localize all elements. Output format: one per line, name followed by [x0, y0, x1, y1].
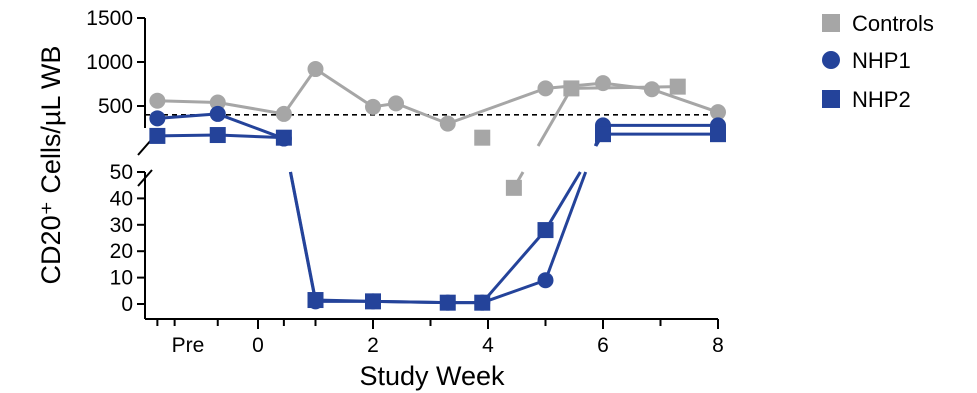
data-point-nhp1: [209, 105, 226, 122]
y-axis-title: CD20⁺ Cells/µL WB: [36, 46, 66, 285]
legend-marker-controls: [822, 14, 840, 32]
x-axis-title: Study Week: [359, 361, 505, 391]
legend-label-controls: Controls: [852, 11, 934, 36]
legend-label-nhp2: NHP2: [852, 87, 911, 112]
series-line-nhp2: [217, 133, 284, 140]
series-line-nhp2: [315, 298, 374, 303]
data-point-nhp2: [149, 127, 166, 144]
series-line-nhp1: [217, 112, 285, 140]
y-tick-label: 50: [110, 161, 133, 184]
data-point-nhp1: [149, 110, 166, 127]
axis-break-mark-lower: [137, 169, 153, 187]
data-point-controls: [149, 92, 166, 109]
legend-marker-nhp1: [822, 51, 840, 69]
data-point-controls: [275, 105, 292, 122]
series-line-nhp2: [544, 171, 582, 231]
data-point-nhp2: [439, 294, 456, 311]
legend-marker-nhp2: [822, 90, 840, 108]
data-point-controls: [307, 61, 324, 78]
data-point-nhp2: [710, 126, 726, 143]
y-tick-label: 0: [121, 293, 133, 316]
series-line-nhp1: [481, 278, 547, 305]
series-line-controls: [447, 86, 547, 126]
data-point-controls: [563, 80, 580, 97]
series-line-nhp1: [157, 112, 218, 120]
data-point-controls: [505, 179, 522, 196]
data-point-controls: [474, 129, 491, 146]
axes: [137, 18, 718, 320]
y-tick-label: 500: [98, 95, 133, 118]
data-point-controls: [710, 104, 726, 121]
y-tick-label: 1000: [86, 51, 133, 74]
x-tick-label: 8: [712, 334, 724, 357]
data-point-nhp2: [307, 292, 324, 309]
data-point-nhp2: [474, 294, 491, 311]
series-line-controls: [536, 87, 573, 147]
data-point-controls: [439, 115, 456, 132]
x-tick-label: 6: [597, 334, 609, 357]
data-point-controls: [365, 98, 381, 115]
y-tick-label: 10: [110, 267, 133, 290]
x-tick-label: 4: [482, 334, 494, 357]
data-point-nhp2: [275, 129, 292, 146]
x-tick-label: 2: [367, 334, 379, 357]
data-point-nhp1: [537, 272, 554, 289]
data-point-nhp2: [209, 127, 226, 144]
x-tick-label: Pre: [172, 334, 205, 357]
series-line-nhp2: [157, 133, 218, 138]
y-tick-label: 1500: [86, 7, 133, 30]
series-line-controls: [651, 87, 719, 114]
y-tick-label: 40: [110, 187, 133, 210]
y-ticks: 0 10 20 30 40 50 500 1000 1500: [86, 7, 145, 316]
data-point-nhp2: [595, 126, 611, 143]
series-line-controls: [282, 68, 317, 115]
legend: Controls NHP1 NHP2: [822, 11, 934, 112]
x-tick-label: 0: [252, 334, 264, 357]
series-line-nhp2: [481, 229, 547, 304]
series-line-controls: [395, 101, 449, 125]
legend-label-nhp1: NHP1: [852, 48, 911, 73]
series-line-controls: [571, 85, 678, 90]
series-line-nhp2: [372, 299, 448, 305]
data-point-controls: [537, 80, 554, 97]
data-point-controls: [209, 94, 226, 111]
series-line-controls: [157, 99, 218, 104]
data-point-nhp2: [365, 293, 381, 310]
y-tick-label: 20: [110, 240, 133, 263]
data-point-controls: [388, 95, 404, 112]
series-line-nhp1: [544, 171, 588, 281]
data-point-controls: [669, 78, 686, 95]
data-point-controls: [643, 81, 660, 98]
series-line-nhp2: [289, 171, 317, 301]
series-line-controls: [314, 67, 374, 109]
x-ticks: Pre 0 2 4 6 8: [156, 319, 724, 357]
series-line-controls: [217, 101, 285, 116]
data-point-nhp2: [537, 222, 554, 239]
y-tick-label: 30: [110, 214, 133, 237]
series-layer: [149, 61, 726, 311]
